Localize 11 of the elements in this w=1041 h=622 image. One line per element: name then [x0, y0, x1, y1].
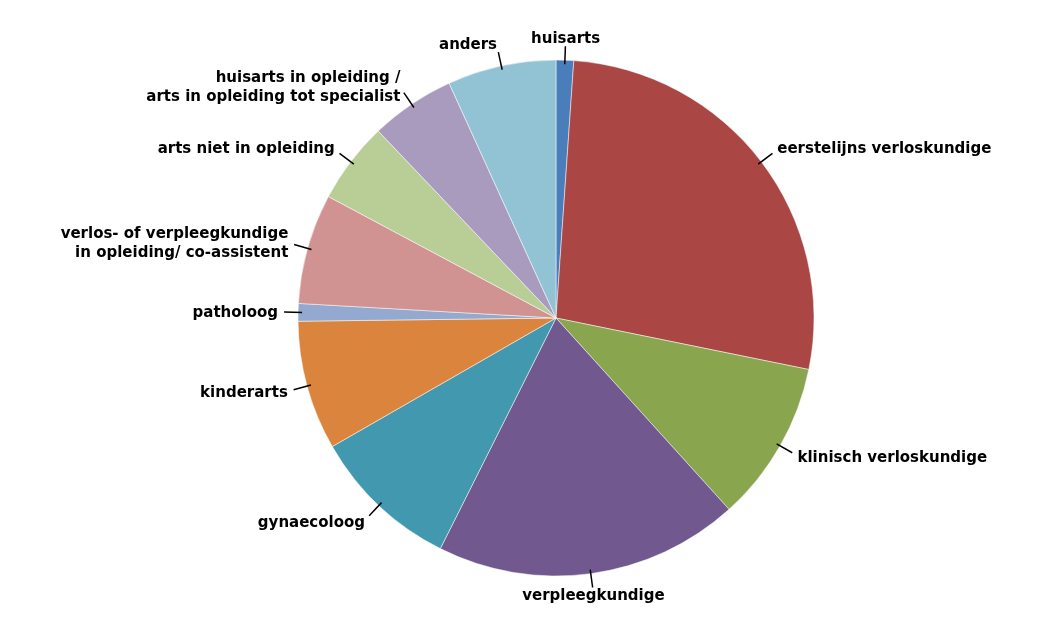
slice-label: klinisch verloskundige: [797, 447, 988, 466]
slice-label: eerstelijns verloskundige: [777, 139, 992, 158]
slice-label: verpleegkundige: [522, 586, 665, 605]
slice-label: verlos- of verpleegkundige in opleiding/ co-assistent: [60, 224, 289, 262]
slice-label: kinderarts: [200, 382, 288, 401]
slice-label: patholoog: [192, 302, 279, 321]
slice-label: huisarts: [531, 29, 601, 48]
slice-label: huisarts in opleiding / arts in opleiding tot specialist: [146, 67, 401, 105]
slice-label: gynaecoloog: [257, 512, 366, 531]
slice-label: arts niet in opleiding: [157, 139, 335, 158]
slice-label: anders: [439, 35, 498, 54]
